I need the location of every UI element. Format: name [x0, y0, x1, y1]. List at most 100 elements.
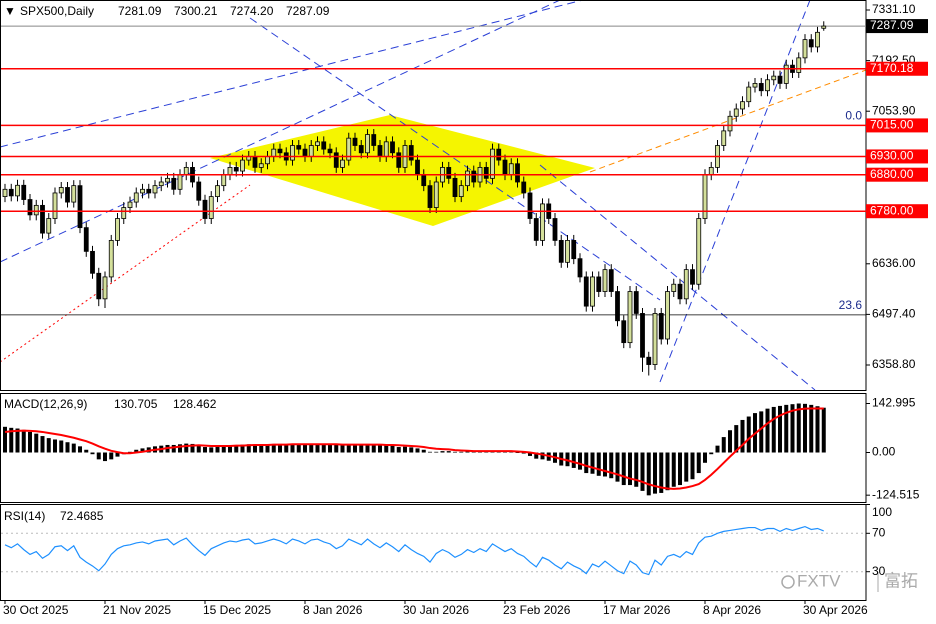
candle-body: [721, 130, 727, 146]
candle-body: [308, 145, 314, 157]
macd-bar: [653, 452, 657, 494]
level-label-box: [866, 204, 928, 219]
macd-bar: [421, 449, 426, 453]
macd-bar: [521, 452, 526, 454]
candle-body: [252, 156, 258, 168]
candle-body: [558, 240, 564, 263]
macd-bar: [296, 443, 301, 453]
macd-bar: [128, 451, 132, 453]
macd-bar: [315, 443, 320, 453]
macd-bar: [28, 431, 32, 453]
price-label-box: [866, 19, 928, 34]
candle-body: [271, 148, 277, 157]
macd-signal-line: [4, 407, 824, 490]
macd-bar: [796, 403, 801, 453]
candle-body: [27, 199, 33, 216]
candle-body: [471, 170, 477, 183]
candle-body: [552, 218, 558, 241]
macd-bar: [571, 452, 576, 468]
macd-bar: [53, 439, 57, 453]
macd-bar: [103, 452, 107, 462]
x-tick-label: 21 Nov 2025: [103, 603, 171, 617]
macd-bar: [415, 448, 420, 453]
candle-body: [152, 185, 158, 194]
candle-body: [615, 291, 620, 322]
candle-body: [815, 31, 820, 48]
candle-body: [421, 174, 427, 187]
macd-bar: [703, 452, 707, 463]
macd-bar: [196, 444, 201, 453]
candle-body: [596, 276, 602, 292]
main-panel: [0, 0, 867, 391]
candle-body: [221, 174, 227, 187]
diamond-shape: [210, 115, 595, 226]
y-tick-label: 7053.90: [872, 103, 916, 117]
rsi-line: [4, 525, 824, 576]
candle-body: [696, 218, 702, 285]
candle-body: [540, 203, 545, 241]
watermark: FXTV: [797, 571, 841, 590]
candle-body: [40, 204, 45, 234]
y-tick-label: 0.00: [872, 445, 896, 459]
ohlc-low: 7274.20: [230, 4, 274, 18]
candle-body: [802, 39, 808, 59]
macd-bar: [371, 444, 376, 453]
macd-bar: [584, 452, 589, 474]
candle-body: [371, 134, 377, 146]
macd-bar: [746, 416, 751, 453]
macd-bar: [71, 443, 76, 453]
candle-body: [396, 152, 402, 168]
macd-bar: [321, 443, 326, 453]
macd-bar: [715, 445, 720, 453]
macd-bar: [140, 448, 145, 453]
rsi-panel: [0, 504, 867, 601]
x-tick-label: 30 Jan 2026: [403, 603, 469, 617]
candle-body: [115, 218, 120, 241]
candle-body: [490, 148, 495, 179]
candle-body: [565, 240, 570, 263]
candle-body: [240, 159, 245, 172]
candle-body: [46, 218, 52, 234]
x-tick-label: 30 Apr 2026: [803, 603, 868, 617]
macd-bar: [203, 447, 207, 453]
macd-bar: [303, 444, 307, 453]
candle-body: [296, 145, 302, 150]
y-tick-label: 6636.00: [872, 256, 916, 270]
macd-bar: [65, 442, 70, 453]
candle-body: [133, 192, 139, 203]
candle-body: [365, 134, 370, 154]
y-tick-label: 7331.10: [872, 2, 916, 16]
candle-body: [496, 148, 502, 161]
level-label: 6780.00: [870, 203, 914, 217]
candle-body: [733, 108, 739, 117]
y-tick-label: 6497.40: [872, 307, 916, 321]
candle-body: [127, 201, 133, 208]
fib-label: 0.0: [845, 109, 862, 123]
candle-body: [408, 145, 414, 161]
candle-body: [383, 141, 389, 157]
candle-body: [590, 276, 595, 307]
candle-body: [771, 75, 777, 81]
candle-body: [321, 141, 327, 150]
macd-bar: [590, 452, 595, 474]
candle-body: [77, 185, 83, 229]
x-tick-label: 30 Oct 2025: [3, 603, 69, 617]
candle-body: [633, 291, 639, 314]
candle-body: [515, 163, 520, 183]
ohlc-high: 7300.21: [174, 4, 218, 18]
macd-bar: [365, 443, 370, 453]
macd-bar: [253, 444, 257, 453]
macd-bar: [209, 447, 214, 453]
macd-bar: [684, 452, 689, 482]
candle-body: [521, 181, 527, 194]
menu-arrow[interactable]: ▼: [4, 4, 16, 18]
candle-body: [215, 185, 220, 198]
x-tick-label: 15 Dec 2025: [203, 603, 271, 617]
trend-lines: [0, 0, 816, 390]
candle-body: [108, 240, 114, 278]
candle-body: [708, 166, 714, 176]
candle-body: [727, 115, 733, 132]
y-tick-label: 6358.80: [872, 357, 916, 371]
macd-bar: [284, 444, 289, 453]
macd-bar: [696, 452, 701, 474]
